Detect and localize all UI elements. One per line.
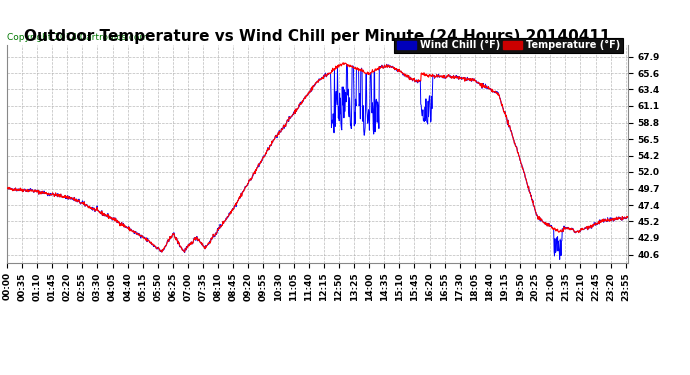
Title: Outdoor Temperature vs Wind Chill per Minute (24 Hours) 20140411: Outdoor Temperature vs Wind Chill per Mi… <box>24 29 611 44</box>
Legend: Wind Chill (°F), Temperature (°F): Wind Chill (°F), Temperature (°F) <box>394 38 623 53</box>
Text: Copyright 2014 Cartronics.com: Copyright 2014 Cartronics.com <box>7 33 148 42</box>
